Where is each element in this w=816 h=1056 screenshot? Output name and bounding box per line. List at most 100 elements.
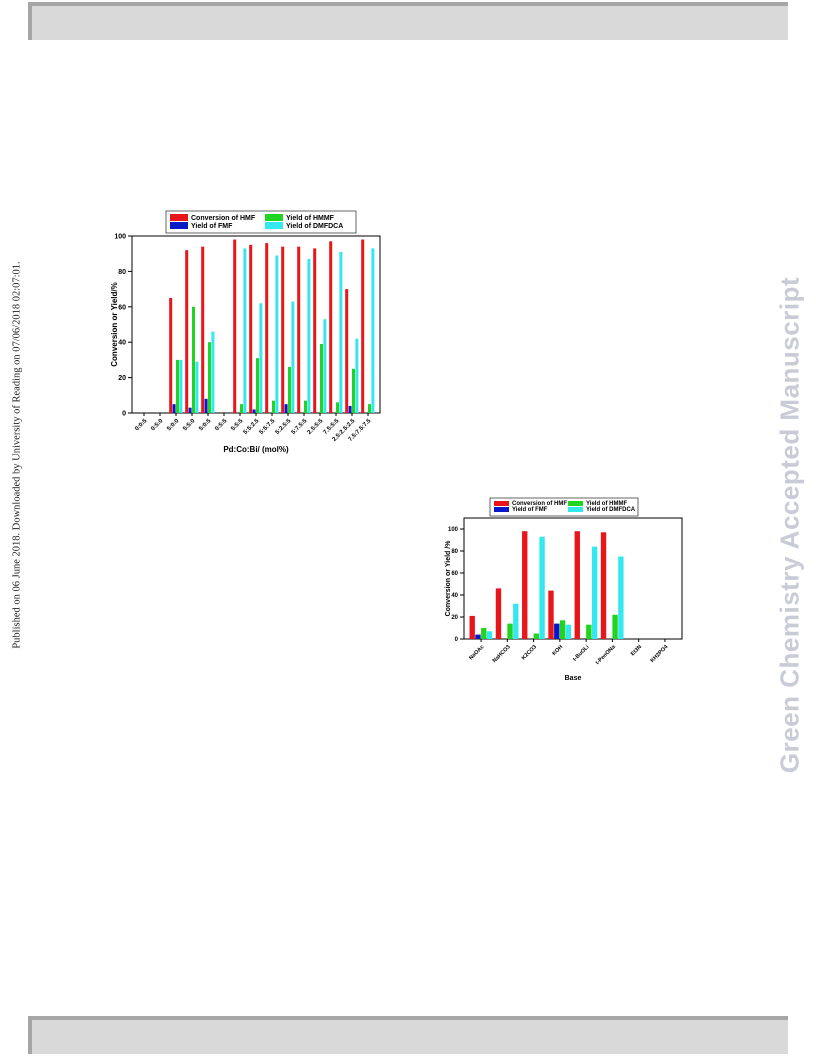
y-tick-label: 0: [455, 637, 459, 643]
y-tick-label: 20: [451, 615, 458, 621]
x-tick-label: 5:0:0: [166, 418, 181, 433]
footer-band: [28, 1016, 788, 1054]
bar-conversion-of-hmf: [249, 244, 253, 413]
bar-conversion-of-hmf: [345, 289, 349, 413]
bar-yield-of-hmmf: [612, 614, 618, 639]
bar-yield-of-hmmf: [507, 623, 513, 639]
legend: Conversion of HMF Yield of HMMF Yield of F…: [489, 497, 639, 517]
bar-yield-of-dmfdca: [371, 248, 375, 413]
y-tick-label: 40: [118, 340, 126, 347]
bar-conversion-of-hmf: [600, 532, 607, 639]
x-tick-label: NaOAc: [468, 644, 485, 661]
bar-yield-of-hmmf: [533, 633, 539, 639]
x-tick-label: NaHCO3: [492, 644, 512, 664]
x-axis-label: Base: [565, 675, 582, 682]
bar-yield-of-hmmf: [586, 624, 592, 639]
legend-swatch: [265, 214, 283, 221]
bar-yield-of-fmf: [172, 404, 176, 413]
bar-yield-of-dmfdca: [195, 361, 199, 413]
bar-conversion-of-hmf: [548, 590, 554, 639]
bar-conversion-of-hmf: [469, 615, 475, 639]
x-tick-label: t-PenONa: [595, 644, 618, 667]
x-tick-label: 0:5:0: [150, 418, 165, 433]
base-screening-chart: 0 20 40 60 80 100 Conversion or Yield /% NaOAc N…: [445, 497, 683, 682]
bar-conversion-of-hmf: [495, 588, 502, 639]
x-tick-label: KH2PO4: [650, 644, 670, 664]
legend-label: Yield of HMMF: [586, 501, 627, 507]
y-axis-label: Conversion or Yield/%: [110, 282, 119, 366]
legend-label: Yield of FMF: [512, 507, 548, 513]
bar-yield-of-hmmf: [208, 342, 211, 413]
bar-conversion-of-hmf: [265, 243, 269, 413]
bar-yield-of-fmf: [204, 398, 208, 413]
y-axis-label: Conversion or Yield /%: [445, 540, 452, 617]
y-tick-label: 80: [451, 549, 458, 555]
bar-conversion-of-hmf: [169, 297, 173, 413]
bar-yield-of-dmfdca: [307, 259, 311, 413]
watermark-text: Green Chemistry Accepted Manuscript: [774, 276, 805, 774]
bar-yield-of-fmf: [348, 405, 352, 413]
bar-yield-of-dmfdca: [211, 331, 215, 413]
bar-yield-of-hmmf: [304, 400, 307, 413]
legend-box: [489, 497, 639, 517]
legend-swatch: [568, 501, 583, 506]
bar-conversion-of-hmf: [361, 239, 365, 413]
bar-yield-of-dmfdca: [259, 303, 263, 413]
bar-conversion-of-hmf: [329, 241, 333, 413]
y-tick-label: 100: [114, 233, 126, 240]
bar-yield-of-fmf: [252, 409, 256, 413]
legend-swatch: [494, 507, 509, 512]
bar-yield-of-hmmf: [272, 400, 275, 413]
bar-yield-of-fmf: [554, 623, 560, 639]
bar-conversion-of-hmf: [313, 248, 317, 413]
bar-conversion-of-hmf: [185, 250, 189, 413]
x-tick-label: Et3N: [630, 644, 643, 657]
bar-yield-of-hmmf: [368, 404, 371, 413]
bar-yield-of-dmfdca: [243, 248, 247, 413]
legend-swatch: [494, 501, 509, 506]
bar-yield-of-hmmf: [256, 358, 259, 413]
bar-conversion-of-hmf: [522, 531, 528, 639]
y-tick-label: 20: [118, 375, 126, 382]
x-tick-label: 0:5:5: [214, 418, 229, 433]
bar-conversion-of-hmf: [201, 246, 205, 413]
x-tick-label: K2CO3: [521, 644, 538, 661]
bar-yield-of-dmfdca: [591, 546, 598, 639]
x-tick-label: t-BuOLi: [572, 644, 591, 663]
legend-label: Conversion of HMF: [512, 501, 567, 507]
legend-swatch: [170, 222, 188, 229]
x-tick-label: KOH: [551, 644, 564, 657]
bar-yield-of-hmmf: [352, 368, 355, 413]
x-tick-label: 5:5:5: [230, 418, 245, 433]
bar-yield-of-fmf: [188, 407, 192, 413]
bar-yield-of-dmfdca: [539, 536, 545, 639]
y-tick-label: 60: [451, 571, 458, 577]
bar-yield-of-dmfdca: [291, 301, 295, 413]
bar-yield-of-hmmf: [288, 366, 291, 413]
legend-label: Yield of HMMF: [286, 215, 335, 222]
y-tick-label: 0: [122, 410, 126, 417]
x-tick-label: 5:5:2.5: [243, 418, 261, 436]
x-tick-label: 0:0:5: [134, 418, 149, 433]
header-band: [28, 2, 788, 40]
bar-yield-of-dmfdca: [275, 255, 279, 413]
legend-label: Conversion of HMF: [191, 215, 256, 222]
bar-yield-of-hmmf: [481, 628, 487, 639]
y-tick-label: 60: [118, 304, 126, 311]
y-tick-label: 40: [451, 593, 458, 599]
x-tick-label: 5:7.5:5: [291, 418, 309, 436]
legend-label: Yield of DMFDCA: [286, 223, 343, 230]
bar-conversion-of-hmf: [574, 531, 580, 639]
bar-conversion-of-hmf: [233, 239, 237, 413]
bar-yield-of-dmfdca: [486, 631, 493, 639]
y-tick-label: 100: [448, 527, 459, 533]
bar-yield-of-dmfdca: [565, 624, 572, 639]
bar-yield-of-fmf: [475, 634, 481, 639]
x-tick-label: 5:2.5:5: [275, 418, 293, 436]
legend-swatch: [265, 222, 283, 229]
y-tick-label: 80: [118, 269, 126, 276]
bar-yield-of-dmfdca: [179, 359, 183, 413]
legend-swatch: [568, 507, 583, 512]
bar-yield-of-dmfdca: [513, 603, 519, 639]
